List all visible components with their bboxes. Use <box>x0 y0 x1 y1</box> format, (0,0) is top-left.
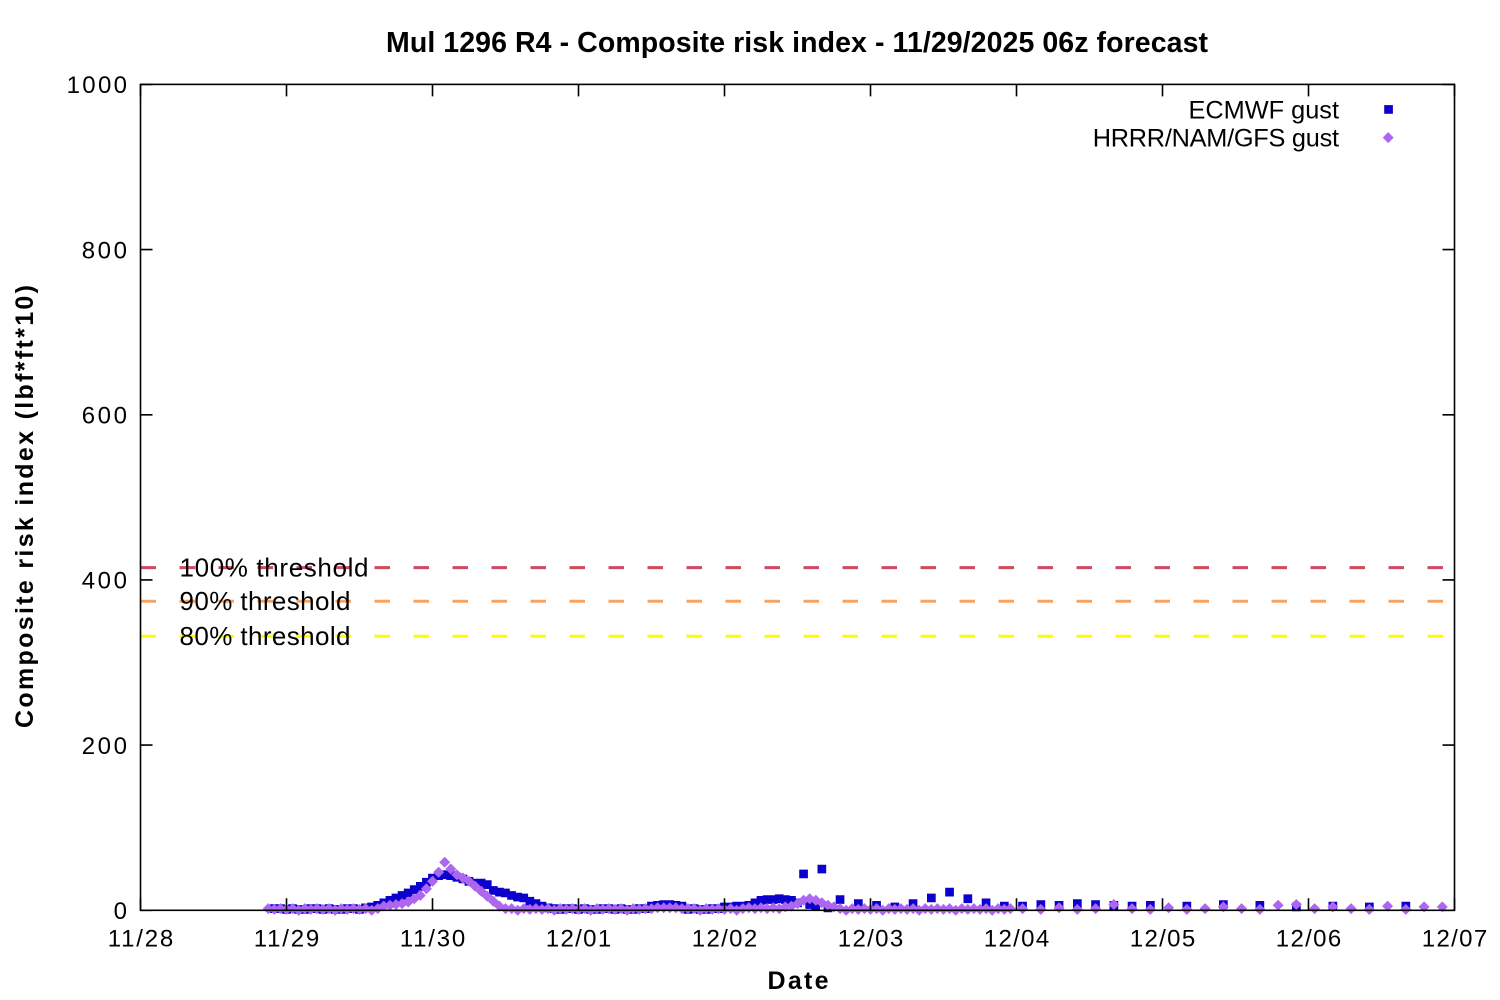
svg-text:400: 400 <box>82 568 127 595</box>
svg-text:12/03: 12/03 <box>838 926 903 953</box>
svg-text:80% threshold: 80% threshold <box>180 621 351 651</box>
svg-text:HRRR/NAM/GFS gust: HRRR/NAM/GFS gust <box>1093 125 1339 153</box>
svg-text:12/05: 12/05 <box>1130 926 1195 953</box>
svg-text:0: 0 <box>114 898 127 925</box>
svg-text:11/29: 11/29 <box>254 926 319 953</box>
svg-text:Mul 1296 R4 - Composite risk i: Mul 1296 R4 - Composite risk index - 11/… <box>386 27 1209 59</box>
svg-text:12/04: 12/04 <box>984 926 1049 953</box>
svg-text:11/28: 11/28 <box>108 926 173 953</box>
svg-text:11/30: 11/30 <box>400 926 465 953</box>
svg-text:12/07: 12/07 <box>1422 926 1487 953</box>
svg-text:ECMWF gust: ECMWF gust <box>1189 96 1340 124</box>
svg-text:600: 600 <box>82 403 127 430</box>
svg-text:800: 800 <box>82 237 127 264</box>
svg-text:12/02: 12/02 <box>692 926 757 953</box>
svg-text:100% threshold: 100% threshold <box>180 553 369 583</box>
svg-text:Composite risk index (lbf*ft*1: Composite risk index (lbf*ft*10) <box>11 285 39 728</box>
svg-text:90% threshold: 90% threshold <box>180 586 351 616</box>
svg-text:Date: Date <box>768 967 829 995</box>
svg-text:12/01: 12/01 <box>546 926 611 953</box>
svg-text:12/06: 12/06 <box>1276 926 1341 953</box>
svg-text:200: 200 <box>82 733 127 760</box>
